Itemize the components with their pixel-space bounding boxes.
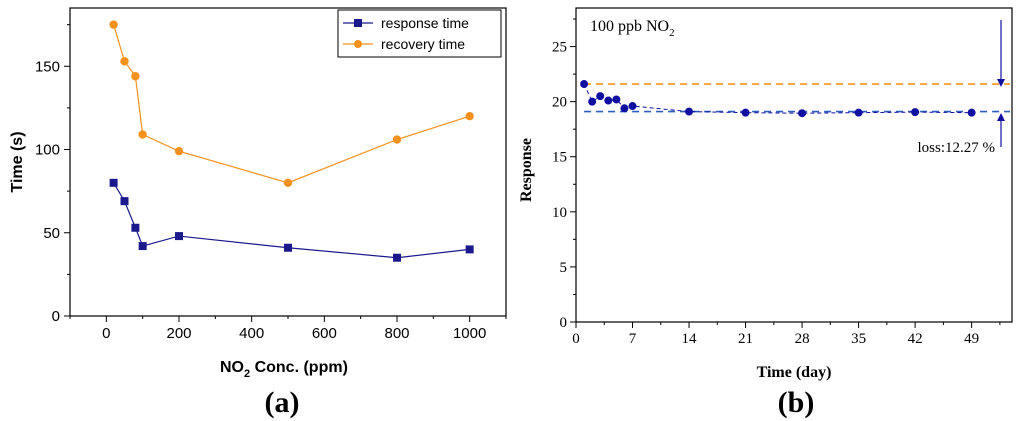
arrow-up-head: [997, 113, 1005, 121]
legend-recovery-label: recovery time: [381, 36, 465, 52]
chart-a-x-ticks: 0 200 400 600 800 1000: [69, 316, 507, 342]
chart-b-loss-arrows: [997, 20, 1005, 147]
data-point: [967, 108, 976, 117]
data-point: [131, 223, 140, 232]
data-point: [138, 130, 147, 139]
chart-a-panel-label: (a): [265, 386, 300, 419]
x-tick-label: 1000: [453, 325, 486, 342]
x-tick-label: 200: [166, 325, 191, 342]
x-tick-label: 35: [851, 331, 866, 347]
data-point: [620, 104, 629, 113]
y-tick-label: 5: [560, 260, 568, 276]
chart-b-panel-label: (b): [778, 386, 815, 419]
x-tick-label: 0: [102, 325, 110, 342]
data-point: [854, 108, 863, 117]
data-point: [741, 108, 750, 117]
x-tick-label: 7: [629, 331, 637, 347]
data-point: [465, 245, 474, 254]
series-line: [113, 182, 470, 259]
y-tick-label: 15: [552, 150, 567, 166]
data-point: [392, 135, 402, 144]
data-point: [131, 72, 140, 81]
x-tick-label: 28: [795, 331, 810, 347]
data-point: [109, 20, 118, 29]
data-point: [120, 57, 129, 66]
data-point: [174, 146, 184, 156]
data-point: [393, 253, 401, 262]
y-tick-label: 100: [35, 142, 60, 159]
data-point: [465, 112, 474, 121]
chart-b-ylabel: Response: [518, 138, 535, 202]
x-tick-label: 600: [312, 325, 337, 342]
y-tick-label: 20: [552, 95, 567, 111]
y-tick-label: 10: [552, 205, 567, 221]
chart-a-xlabel: NO2 Conc. (ppm): [220, 359, 348, 380]
data-point: [284, 243, 292, 252]
chart-b-frame: [575, 7, 1013, 323]
chart-b: 0 7 14 21 28 35 42 49 0 5 10 15 20 25 100 ppb NO2 lo…: [518, 7, 1013, 419]
x-tick-label: 800: [384, 325, 409, 342]
data-point: [283, 178, 293, 188]
y-tick-label: 0: [52, 308, 60, 325]
x-tick-label: 49: [964, 331, 979, 347]
data-point: [612, 95, 621, 104]
chart-a-series: [109, 20, 474, 262]
data-point: [588, 97, 597, 106]
chart-b-xlabel: Time (day): [757, 364, 832, 381]
y-tick-label: 25: [552, 40, 567, 56]
legend-response-label: response time: [381, 15, 469, 31]
chart-b-series: [580, 80, 976, 118]
data-point: [911, 108, 920, 117]
data-point: [596, 92, 605, 101]
x-tick-label: 400: [239, 325, 264, 342]
x-tick-label: 42: [908, 331, 923, 347]
data-point: [685, 107, 694, 116]
data-point: [604, 96, 613, 105]
data-point: [120, 197, 129, 206]
chart-b-loss-annotation: loss:12.27 %: [917, 140, 995, 156]
x-tick-label: 21: [738, 331, 753, 347]
chart-a-legend-box: [337, 9, 502, 58]
arrow-down-head: [997, 79, 1005, 87]
chart-a-ylabel: Time (s): [9, 131, 26, 192]
legend-response-marker: [354, 19, 362, 27]
y-tick-label: 0: [560, 315, 568, 331]
x-tick-label: 0: [572, 331, 580, 347]
data-point: [798, 109, 807, 118]
x-tick-label: 14: [682, 331, 698, 347]
data-point: [628, 102, 637, 111]
legend-recovery-marker: [354, 40, 362, 48]
chart-a-legend: response time recovery time: [337, 9, 502, 58]
data-point: [109, 178, 118, 187]
chart-b-title: 100 ppb NO2: [590, 18, 675, 39]
data-point: [138, 242, 147, 251]
chart-b-reference-lines: [584, 83, 1010, 113]
y-tick-label: 150: [35, 58, 60, 75]
chart-b-x-ticks: 0 7 14 21 28 35 42 49: [572, 322, 1001, 347]
data-point: [580, 80, 589, 89]
chart-a: 0 200 400 600 800 1000 0 50 100 150 response tim…: [9, 7, 507, 419]
chart-a-y-ticks: 0 50 100 150: [35, 24, 70, 325]
y-tick-label: 50: [43, 225, 60, 242]
data-point: [175, 232, 183, 241]
chart-b-y-ticks: 0 5 10 15 20 25: [552, 18, 576, 331]
